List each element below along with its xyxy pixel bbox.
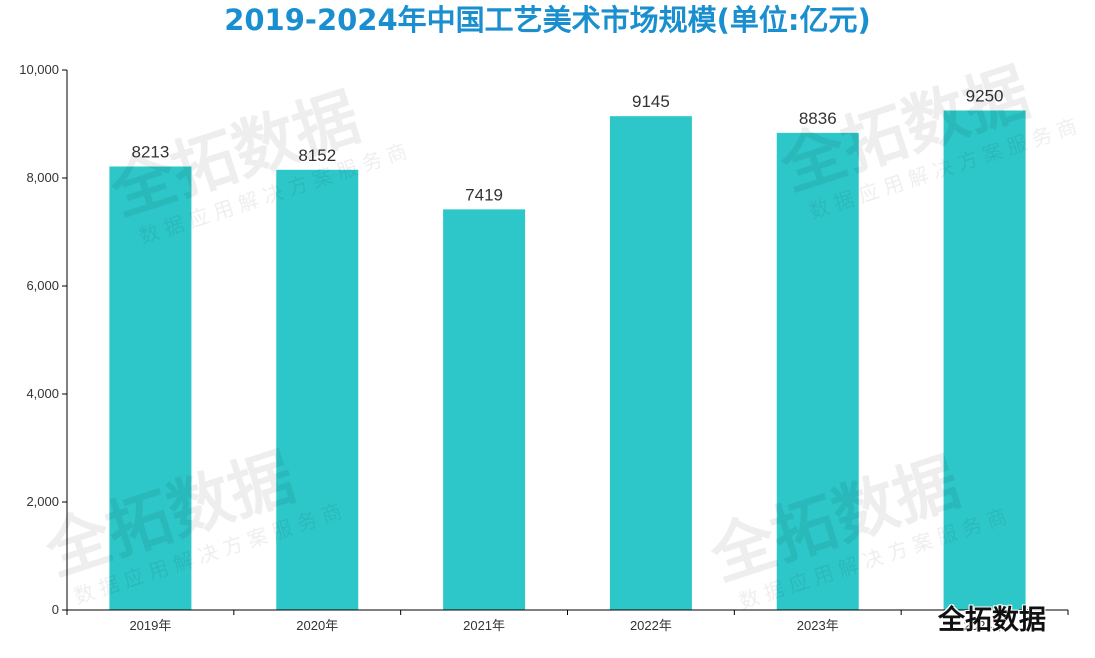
data-label-2: 7419 <box>465 185 503 204</box>
x-tick-label-4: 2023年 <box>797 618 839 633</box>
x-tick-label-2: 2021年 <box>463 618 505 633</box>
y-tick-label-0: 0 <box>52 602 59 617</box>
y-tick-label-4: 8,000 <box>26 170 59 185</box>
bar-2 <box>443 209 526 610</box>
y-tick-label-5: 10,000 <box>19 62 59 77</box>
axes-group: 0 2,000 4,000 6,000 8,000 10,000 2019年 2020年 202… <box>19 62 1069 633</box>
data-label-5: 9250 <box>966 87 1004 106</box>
bar-0 <box>109 166 192 611</box>
y-tick-label-2: 4,000 <box>26 386 59 401</box>
data-label-3: 9145 <box>632 92 670 111</box>
bar-4 <box>776 132 859 610</box>
x-tick-label-5: 2024年 <box>964 618 1006 633</box>
bars-group <box>109 110 1026 611</box>
bar-3 <box>609 116 692 611</box>
y-tick-label-1: 2,000 <box>26 494 59 509</box>
x-tick-label-1: 2020年 <box>296 618 338 633</box>
brand-logo: 全拓数据 <box>938 605 1046 636</box>
data-label-0: 8213 <box>132 142 170 161</box>
chart-title: 2019-2024年中国工艺美术市场规模(单位:亿元) <box>224 3 871 37</box>
data-labels-group: 8213 8152 7419 9145 8836 9250 <box>132 87 1004 205</box>
x-tick-label-3: 2022年 <box>630 618 672 633</box>
bar-1 <box>276 169 359 611</box>
x-tick-label-0: 2019年 <box>129 618 171 633</box>
y-tick-label-3: 6,000 <box>26 278 59 293</box>
bar-5 <box>943 110 1026 610</box>
data-label-4: 8836 <box>799 109 837 128</box>
data-label-1: 8152 <box>298 146 336 165</box>
